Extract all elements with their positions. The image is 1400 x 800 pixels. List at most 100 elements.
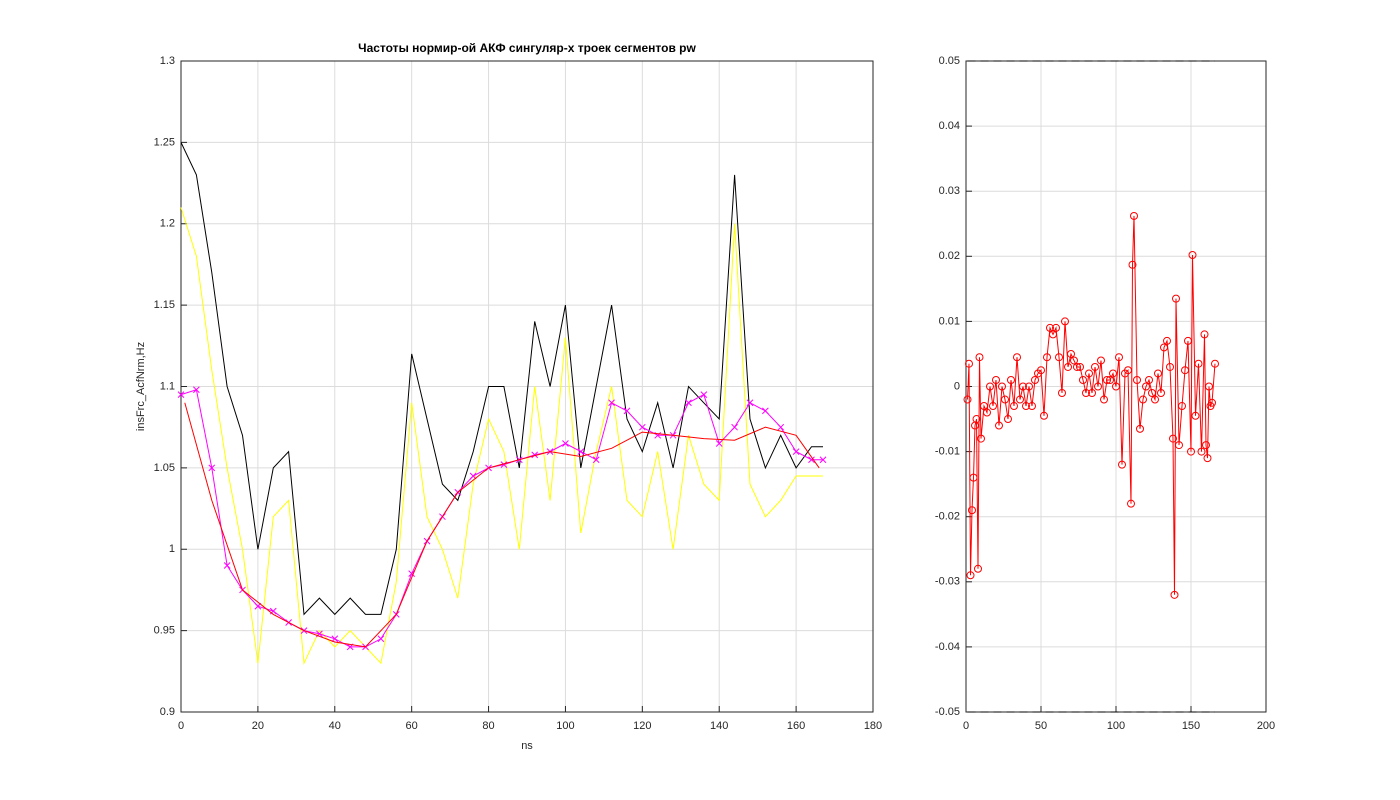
y-tick-label: 1.3 xyxy=(160,55,175,67)
marker xyxy=(1175,441,1183,450)
marker xyxy=(1145,375,1153,384)
marker xyxy=(808,456,815,464)
x-axis-label: ns xyxy=(521,740,533,752)
marker xyxy=(1028,402,1036,411)
marker xyxy=(1040,411,1048,420)
marker xyxy=(995,421,1003,430)
marker xyxy=(819,456,827,464)
y-tick-label: -0.05 xyxy=(935,706,960,718)
marker xyxy=(1139,395,1147,404)
marker xyxy=(715,440,723,447)
marker xyxy=(1187,447,1195,456)
y-tick-label: -0.02 xyxy=(935,511,960,523)
y-tick-label: -0.03 xyxy=(935,576,960,588)
marker xyxy=(223,562,231,569)
y-tick-label: -0.01 xyxy=(935,446,960,458)
marker xyxy=(638,423,646,431)
marker xyxy=(1211,359,1219,368)
marker xyxy=(966,571,975,580)
plot-clip-group xyxy=(177,142,827,666)
marker xyxy=(1085,369,1093,378)
x-tick-label: 80 xyxy=(482,720,494,732)
marker xyxy=(1019,382,1027,391)
marker xyxy=(1133,375,1141,384)
marker xyxy=(1136,424,1144,433)
series-line xyxy=(967,215,1216,595)
y-axis-label: insFrc_AcfNrm,Hz xyxy=(135,342,147,431)
marker xyxy=(1016,395,1024,404)
marker xyxy=(972,415,981,424)
marker xyxy=(1178,402,1186,411)
marker xyxy=(700,391,708,398)
marker xyxy=(1079,375,1087,384)
marker xyxy=(1128,260,1137,269)
marker xyxy=(1076,362,1084,371)
marker xyxy=(1202,441,1210,450)
y-tick-label: 0.95 xyxy=(154,625,175,637)
marker xyxy=(1106,375,1114,384)
marker xyxy=(969,473,978,482)
marker xyxy=(1094,382,1102,391)
marker xyxy=(1010,402,1018,411)
marker xyxy=(1055,353,1063,362)
marker xyxy=(963,395,972,404)
marker xyxy=(1208,398,1216,407)
x-tick-label: 0 xyxy=(178,720,184,732)
marker xyxy=(1197,447,1206,456)
x-tick-label: 100 xyxy=(1107,720,1125,732)
y-tick-label: 0.03 xyxy=(939,185,960,197)
marker xyxy=(1154,369,1162,378)
y-tick-label: 1.25 xyxy=(154,136,175,148)
marker xyxy=(980,402,988,411)
marker xyxy=(1013,353,1021,362)
marker xyxy=(731,423,738,431)
plot-clip-group xyxy=(963,60,1219,713)
marker xyxy=(1097,356,1105,365)
marker xyxy=(1184,336,1192,345)
marker xyxy=(1100,395,1108,404)
marker xyxy=(1046,323,1054,332)
y-tick-label: 1.15 xyxy=(154,299,175,311)
marker xyxy=(1142,382,1150,391)
marker xyxy=(1130,211,1138,220)
y-tick-label: 1.2 xyxy=(160,218,175,230)
marker xyxy=(1157,389,1165,398)
marker xyxy=(1058,389,1066,398)
x-tick-label: 100 xyxy=(556,720,574,732)
series-line xyxy=(184,402,820,648)
marker xyxy=(1103,375,1111,384)
marker xyxy=(968,506,976,515)
x-tick-label: 40 xyxy=(329,720,341,732)
marker xyxy=(577,448,585,455)
marker xyxy=(193,386,200,394)
marker xyxy=(1148,389,1156,398)
marker xyxy=(1007,375,1015,384)
marker xyxy=(1151,395,1159,404)
x-tick-label: 160 xyxy=(787,720,805,732)
marker xyxy=(1124,366,1132,375)
marker xyxy=(1127,499,1135,508)
marker xyxy=(792,448,800,455)
y-tick-label: 0.9 xyxy=(160,706,175,718)
x-tick-label: 180 xyxy=(864,720,882,732)
marker xyxy=(608,399,615,407)
marker xyxy=(986,382,994,391)
marker xyxy=(1163,336,1171,345)
marker xyxy=(1001,395,1009,404)
marker xyxy=(1118,460,1126,469)
marker xyxy=(1073,362,1081,371)
y-tick-label: 0.01 xyxy=(939,315,960,327)
marker xyxy=(974,564,982,573)
series-line xyxy=(180,142,823,616)
marker xyxy=(777,423,785,431)
marker xyxy=(1052,323,1060,332)
marker xyxy=(1181,366,1189,375)
marker xyxy=(1049,330,1057,339)
marker xyxy=(208,464,216,472)
y-tick-label: 1.1 xyxy=(160,380,175,392)
marker xyxy=(975,353,984,362)
marker xyxy=(1205,382,1213,391)
marker xyxy=(965,359,973,368)
x-tick-label: 50 xyxy=(1035,720,1047,732)
marker xyxy=(685,399,692,407)
